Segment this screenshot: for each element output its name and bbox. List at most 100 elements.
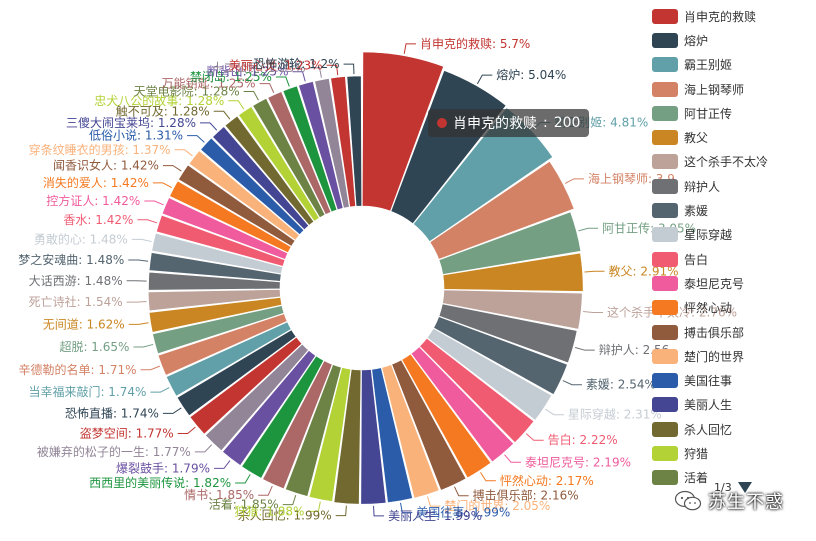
leader-line-28 (133, 344, 153, 347)
slice-label-0: 肖申克的救赎: 5.7% (420, 36, 530, 51)
slice-label-36: 消失的爱人: 1.42% (43, 175, 149, 190)
legend-label: 怦然心动 (684, 299, 732, 316)
legend-label: 活着 (684, 469, 708, 486)
legend-item[interactable]: 海上钢琴师 (652, 77, 814, 101)
leader-line-20 (258, 486, 272, 495)
legend-item[interactable]: 美国往事 (652, 368, 814, 392)
slice-label-34: 香水: 1.42% (63, 213, 133, 227)
legend-swatch (652, 227, 678, 242)
slice-label-30: 死亡诗社: 1.54% (29, 294, 123, 309)
leader-line-16 (374, 506, 385, 516)
legend-label: 美丽人生 (684, 396, 732, 413)
watermark-text: 苏生不惑 (708, 488, 784, 514)
leader-line-34 (137, 220, 157, 223)
legend-item[interactable]: 这个杀手不太冷 (652, 150, 814, 174)
legend-swatch (652, 106, 678, 121)
leader-line-36 (153, 183, 172, 188)
legend-swatch (652, 252, 678, 267)
legend-swatch (652, 325, 678, 340)
legend-item[interactable]: 熔炉 (652, 28, 814, 52)
slice-label-37: 闻香识女人: 1.42% (53, 158, 159, 173)
tooltip-separator: : (543, 115, 548, 131)
tooltip: 肖申克的救赎 : 200 (428, 109, 589, 137)
leader-line-10 (526, 434, 543, 441)
slice-label-1: 熔炉: 5.04% (496, 67, 566, 82)
legend-label: 教父 (684, 129, 708, 146)
slice-label-11: 泰坦尼克号: 2.19% (525, 455, 631, 469)
leader-line-17 (336, 506, 347, 516)
legend-label: 阿甘正传 (684, 105, 732, 122)
leader-line-32 (128, 260, 148, 261)
legend-swatch (652, 57, 678, 72)
legend-item[interactable]: 怦然心动 (652, 296, 814, 320)
legend-item[interactable]: 告白 (652, 247, 814, 271)
legend-swatch (652, 276, 678, 291)
slice-label-21: 西西里的美丽传说: 1.82% (89, 475, 231, 490)
legend-item[interactable]: 辩护人 (652, 174, 814, 198)
legend-swatch (652, 373, 678, 388)
legend-item[interactable]: 杀人回忆 (652, 417, 814, 441)
leader-line-44 (260, 84, 274, 93)
legend-swatch (652, 82, 678, 97)
legend-item[interactable]: 美丽人生 (652, 393, 814, 417)
legend-swatch (652, 422, 678, 437)
leader-line-43 (244, 91, 259, 100)
leader-line-24 (178, 427, 196, 433)
leader-line-13 (454, 487, 468, 496)
leader-line-8 (563, 381, 582, 385)
legend-label: 狩猎 (684, 445, 708, 462)
legend-item[interactable]: 星际穿越 (652, 223, 814, 247)
legend-label: 海上钢琴师 (684, 81, 744, 98)
legend-swatch (652, 470, 678, 485)
leader-line-1 (477, 75, 492, 84)
watermark: 苏生不惑 (674, 488, 784, 514)
leader-line-12 (480, 472, 495, 480)
leader-line-35 (144, 201, 163, 205)
leader-line-40 (200, 123, 217, 130)
leader-line-26 (150, 388, 169, 393)
legend-item[interactable]: 教父 (652, 125, 814, 149)
leader-line-27 (141, 366, 160, 370)
slice-label-35: 控方证人: 1.42% (46, 193, 140, 208)
leader-line-30 (127, 301, 147, 302)
slice-label-8: 素媛: 2.54% (586, 378, 656, 392)
leader-line-37 (163, 166, 181, 171)
legend-swatch (652, 203, 678, 218)
legend-item[interactable]: 狩猎 (652, 441, 814, 465)
slice-label-38: 穿条纹睡衣的男孩: 1.37% (29, 142, 171, 157)
legend-item[interactable]: 阿甘正传 (652, 101, 814, 125)
leader-line-22 (214, 460, 230, 468)
legend-item[interactable]: 泰坦尼克号 (652, 271, 814, 295)
leader-line-33 (132, 239, 152, 241)
legend-label: 楚门的世界 (684, 348, 744, 365)
leader-line-38 (175, 150, 193, 156)
slice-label-16: 美丽人生: 1.99% (388, 509, 482, 523)
slice-label-26: 当幸福来敲门: 1.74% (28, 384, 146, 399)
legend-item[interactable]: 素媛 (652, 198, 814, 222)
legend-label: 这个杀手不太冷 (684, 153, 768, 170)
slice-label-28: 超脱: 1.65% (59, 339, 129, 354)
legend-item[interactable]: 肖申克的救赎 (652, 4, 814, 28)
legend-swatch (652, 154, 678, 169)
leader-line-23 (195, 445, 212, 452)
tooltip-value: 200 (554, 115, 581, 131)
slice-label-49: 恐怖游轮: 1.2% (253, 56, 339, 71)
legend-label: 美国往事 (684, 372, 732, 389)
leader-line-6 (583, 311, 603, 312)
leader-line-29 (129, 323, 149, 325)
legend-item[interactable]: 楚门的世界 (652, 344, 814, 368)
tooltip-color-dot (437, 118, 447, 128)
leader-line-7 (575, 347, 595, 350)
legend-item[interactable]: 霸王别姬 (652, 53, 814, 77)
slice-label-33: 勇敢的心: 1.48% (34, 231, 128, 246)
legend-label: 霸王别姬 (684, 56, 732, 73)
slice-label-29: 无间道: 1.62% (43, 317, 125, 331)
legend-swatch (652, 179, 678, 194)
leader-line-5 (585, 271, 605, 272)
legend-label: 素媛 (684, 202, 708, 219)
leader-line-11 (505, 455, 521, 463)
legend-swatch (652, 130, 678, 145)
slice-label-31: 大话西游: 1.48% (29, 274, 123, 288)
slice-label-22: 爆裂鼓手: 1.79% (116, 461, 210, 475)
legend-item[interactable]: 搏击俱乐部 (652, 320, 814, 344)
